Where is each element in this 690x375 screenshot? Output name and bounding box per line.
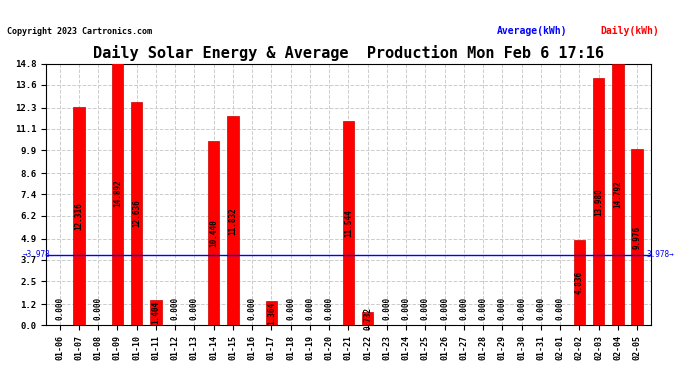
- Text: Copyright 2023 Cartronics.com: Copyright 2023 Cartronics.com: [7, 27, 152, 36]
- Bar: [73, 108, 85, 325]
- Bar: [112, 62, 124, 325]
- Text: 3.978→: 3.978→: [647, 251, 675, 260]
- Text: 0.000: 0.000: [555, 297, 564, 320]
- Bar: [227, 116, 239, 325]
- Text: 12.316: 12.316: [75, 202, 83, 230]
- Text: 14.892: 14.892: [113, 180, 122, 207]
- Text: 0.000: 0.000: [440, 297, 449, 320]
- Bar: [631, 149, 643, 325]
- Text: 0.000: 0.000: [518, 297, 526, 320]
- Bar: [362, 312, 373, 325]
- Text: 0.000: 0.000: [479, 297, 488, 320]
- Text: 0.000: 0.000: [286, 297, 295, 320]
- Bar: [266, 301, 277, 325]
- Bar: [208, 141, 219, 325]
- Bar: [150, 300, 161, 325]
- Text: 0.000: 0.000: [498, 297, 507, 320]
- Text: Average(kWh): Average(kWh): [497, 26, 567, 36]
- Bar: [573, 240, 585, 325]
- Bar: [131, 102, 142, 325]
- Text: 0.000: 0.000: [382, 297, 391, 320]
- Text: 1.404: 1.404: [151, 301, 161, 324]
- Bar: [343, 121, 354, 325]
- Title: Daily Solar Energy & Average  Production Mon Feb 6 17:16: Daily Solar Energy & Average Production …: [93, 45, 604, 61]
- Text: Daily(kWh): Daily(kWh): [600, 26, 659, 36]
- Text: 4.836: 4.836: [575, 271, 584, 294]
- Text: 13.980: 13.980: [594, 188, 603, 216]
- Text: 1.364: 1.364: [267, 302, 276, 325]
- Text: 0.000: 0.000: [94, 297, 103, 320]
- Text: 10.440: 10.440: [209, 219, 218, 247]
- Text: 0.000: 0.000: [170, 297, 179, 320]
- Text: 0.000: 0.000: [325, 297, 334, 320]
- Bar: [593, 78, 604, 325]
- Text: 0.000: 0.000: [402, 297, 411, 320]
- Text: 0.000: 0.000: [55, 297, 64, 320]
- Text: 0.000: 0.000: [536, 297, 545, 320]
- Text: 11.832: 11.832: [228, 207, 237, 234]
- Text: 0.000: 0.000: [421, 297, 430, 320]
- Bar: [612, 64, 624, 325]
- Text: 0.000: 0.000: [306, 297, 315, 320]
- Text: 12.636: 12.636: [132, 200, 141, 227]
- Text: 0.000: 0.000: [248, 297, 257, 320]
- Text: →3.978: →3.978: [22, 251, 50, 260]
- Text: 0.000: 0.000: [460, 297, 469, 320]
- Text: 0.732: 0.732: [363, 307, 372, 330]
- Text: 0.000: 0.000: [190, 297, 199, 320]
- Text: 9.976: 9.976: [633, 225, 642, 249]
- Text: 14.792: 14.792: [613, 181, 622, 209]
- Text: 11.544: 11.544: [344, 209, 353, 237]
